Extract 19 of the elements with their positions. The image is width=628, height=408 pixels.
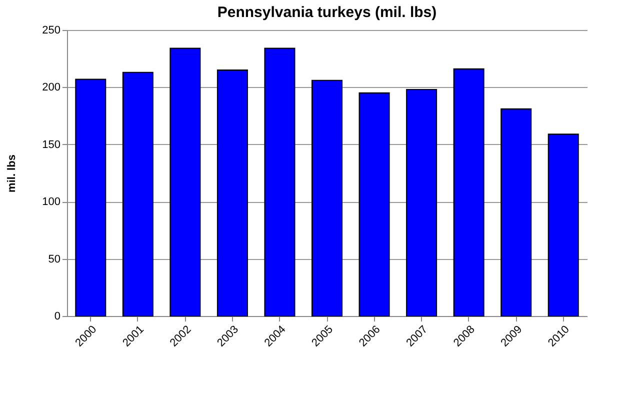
- bar: [216, 70, 248, 316]
- y-axis-title: mil. lbs: [6, 154, 18, 192]
- bar: [500, 108, 532, 316]
- bar: [122, 72, 154, 316]
- bar: [170, 48, 201, 316]
- bar: [75, 78, 106, 316]
- y-tick-label: 100: [42, 196, 60, 208]
- y-tick-label: 0: [54, 310, 60, 322]
- bar: [453, 68, 484, 316]
- y-tick-label: 150: [42, 138, 60, 151]
- chart-title: Pennsylvania turkeys (mil. lbs): [217, 4, 437, 21]
- bar: [312, 80, 342, 316]
- y-tick-label: 250: [42, 24, 60, 36]
- y-tick-label: 50: [48, 253, 60, 266]
- bar: [406, 88, 438, 316]
- bar: [358, 92, 390, 316]
- y-tick-label: 200: [42, 82, 60, 94]
- bar: [264, 48, 296, 316]
- bar: [548, 134, 579, 316]
